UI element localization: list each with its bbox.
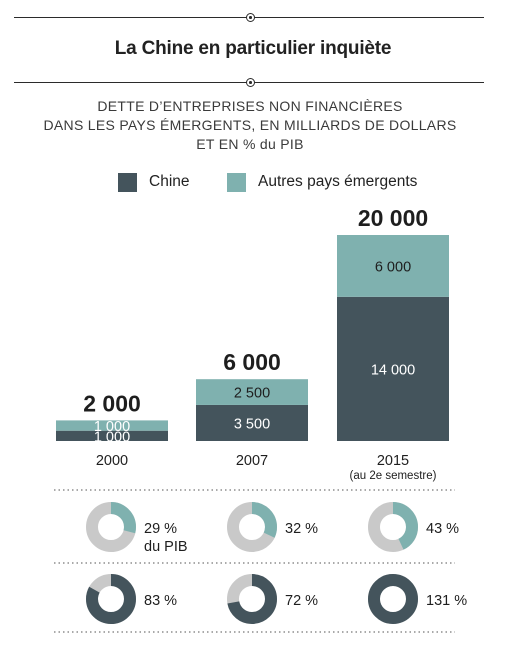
pib-percent-label: 29 % [144,521,177,537]
donut-ring-value [86,502,136,552]
donut-ring-value [227,502,277,552]
pib-percent-label: 72 % [285,593,318,609]
legend-item-autres: Autres pays émergents [227,172,417,192]
x-tick-label: 2007 [236,453,268,469]
donut-ring-value [86,574,136,624]
pib-percent-label: 83 % [144,593,177,609]
bar-label-chine: 14 000 [371,362,415,378]
bar-label-chine: 3 500 [234,416,270,432]
bar-autres-2015 [337,235,449,297]
bar-label-chine: 1 000 [94,429,130,445]
bar-autres-2000 [56,420,168,431]
pib-percent-label: 43 % [426,521,459,537]
bar-label-autres: 6 000 [375,259,411,275]
legend-label-autres: Autres pays émergents [258,173,418,190]
bar-chine-2015 [337,296,449,441]
legend-swatch-autres [227,172,246,192]
subtitle-line: ET EN % du PIB [196,136,304,152]
donut-ring-value [368,574,418,624]
legend-swatch-chine [118,172,137,192]
bar-total-label: 20 000 [358,205,428,231]
chart-subtitle: DETTE D’ENTREPRISES NON FINANCIÈRES DANS… [0,97,500,154]
donut-ring-value [368,502,418,552]
pib-percent-label: 131 % [426,593,467,609]
bar-label-autres: 2 500 [234,386,270,402]
ornament-icon [246,78,255,87]
x-tick-note: (au 2e semestre) [350,470,437,482]
pib-percent-label: 32 % [285,521,318,537]
subtitle-line: DANS LES PAYS ÉMERGENTS, EN MILLIARDS DE… [43,117,457,133]
bar-chine-2007 [196,404,308,441]
ornament-icon [246,13,255,22]
legend-item-chine: Chine [118,172,190,192]
donut-ring-value [227,574,277,624]
x-tick-label: 2015 [377,453,409,469]
x-tick-label: 2000 [96,453,128,469]
bar-total-label: 2 000 [83,390,141,416]
bar-chine-2000 [56,430,168,441]
bar-total-label: 6 000 [223,349,281,375]
pib-note-label: du PIB [144,539,188,555]
chart-title: La Chine en particulier inquiète [114,38,392,59]
subtitle-line: DETTE D’ENTREPRISES NON FINANCIÈRES [97,98,403,114]
bar-label-autres: 1 000 [94,419,130,435]
legend-label-chine: Chine [149,173,190,190]
bar-autres-2007 [196,379,308,405]
